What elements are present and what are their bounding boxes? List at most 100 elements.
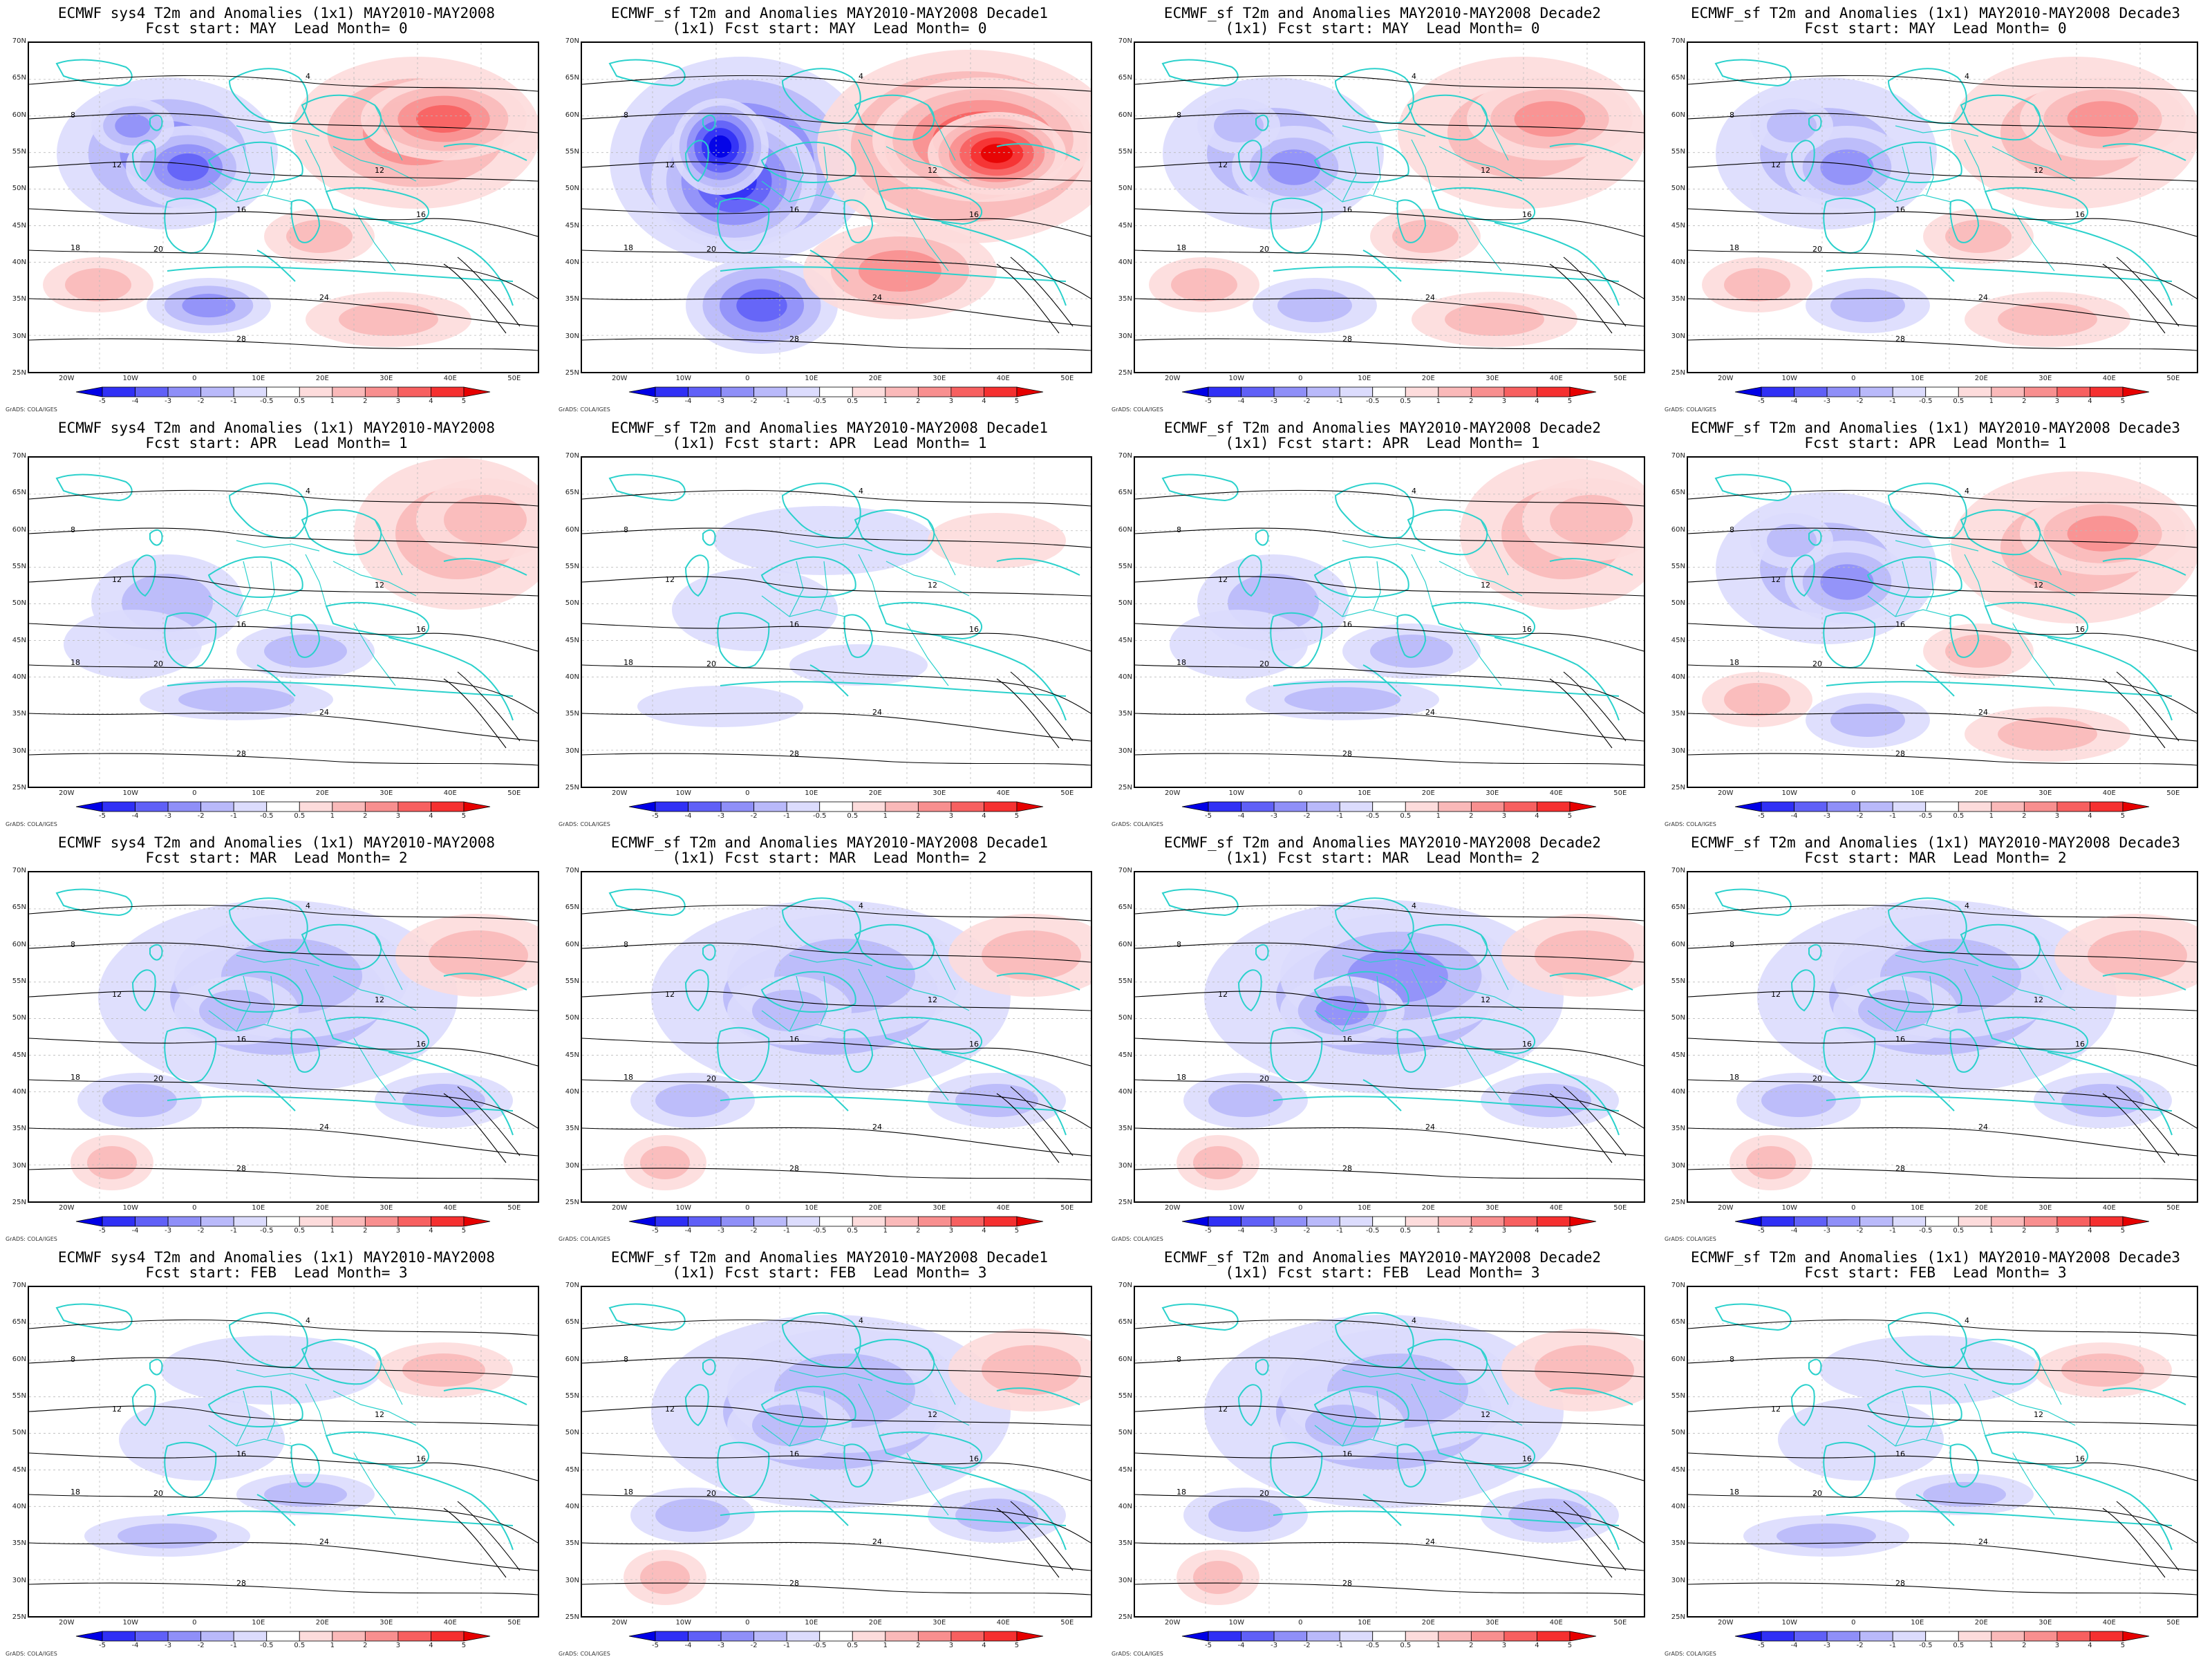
colorbar-tick-label: 4 xyxy=(982,812,986,820)
colorbar-segment xyxy=(1339,386,1374,397)
contour-label: 28 xyxy=(236,1579,246,1588)
latitude-label: 25N xyxy=(565,1199,579,1206)
colorbar-arrow-low xyxy=(1734,386,1762,397)
contour-label: 16 xyxy=(969,1454,979,1463)
longitude-label: 20W xyxy=(58,375,75,382)
country-borders xyxy=(1314,1349,1523,1516)
country-borders xyxy=(1867,104,2076,272)
contour-label: 18 xyxy=(1730,658,1739,667)
contour-label: 4 xyxy=(1412,72,1416,81)
colorbar-tick-label: -3 xyxy=(718,1642,725,1649)
colorbar-segment xyxy=(852,1216,886,1227)
colorbar-tick-label: -3 xyxy=(718,1227,725,1235)
colorbar-segment xyxy=(431,1216,465,1227)
colorbar-segment xyxy=(1372,1631,1406,1642)
colorbar-tick-label: 2 xyxy=(2022,397,2027,405)
contour-label: 28 xyxy=(236,749,246,758)
cold-anomaly-area xyxy=(182,293,236,318)
colorbar-tick-label: -5 xyxy=(99,397,106,405)
graticule xyxy=(1135,1287,1644,1616)
colorbar-tick-label: 4 xyxy=(2088,1227,2092,1235)
latitude-label: 55N xyxy=(1118,1392,1132,1400)
panel-title: ECMWF_sf T2m and Anomalies (1x1) MAY2010… xyxy=(1659,1250,2212,1280)
colorbar-arrow-low xyxy=(628,1631,656,1642)
contour-label: 24 xyxy=(1978,1537,1988,1546)
colorbar-tick-label: -3 xyxy=(718,397,725,405)
colorbar-tick-label: 1 xyxy=(883,397,888,405)
colorbar-segment xyxy=(852,801,886,812)
latitude-label: 35N xyxy=(1118,710,1132,718)
colorbar-segment xyxy=(1537,1631,1571,1642)
colorbar-tick-label: 5 xyxy=(1014,1642,1020,1649)
panel-title-line1: ECMWF_sf T2m and Anomalies MAY2010-MAY20… xyxy=(1163,834,1602,851)
colorbar-segment xyxy=(1761,801,1794,812)
contour-label: 24 xyxy=(1978,293,1988,302)
longitude-label: 10E xyxy=(252,789,265,797)
colorbar-tick-label: 4 xyxy=(1535,1642,1539,1649)
contour-label: 16 xyxy=(789,1035,799,1044)
longitude-label: 0 xyxy=(1851,1204,1856,1212)
colorbar-segment xyxy=(1925,1216,1959,1227)
latitude-label: 45N xyxy=(565,636,579,644)
latitude-label: 35N xyxy=(565,710,579,718)
contour-label: 18 xyxy=(624,1488,633,1497)
contour-label: 24 xyxy=(1425,1537,1435,1546)
longitude-label: 20W xyxy=(611,789,628,797)
contour-label: 4 xyxy=(859,72,863,81)
contour-label: 18 xyxy=(1730,243,1739,252)
contour-label: 28 xyxy=(1895,1579,1905,1588)
warm-anomaly-area xyxy=(1514,101,1586,137)
colorbar-tick-label: -0.5 xyxy=(259,1642,274,1649)
colorbar-tick-label: -4 xyxy=(1237,397,1245,405)
latitude-label: 40N xyxy=(1118,1088,1132,1096)
latitude-label: 60N xyxy=(12,525,26,534)
colorbar-tick-label: 1 xyxy=(883,1642,888,1649)
colorbar-segment xyxy=(2090,1216,2124,1227)
colorbar-tick-label: -0.5 xyxy=(1918,1642,1933,1649)
colorbar-tick-label: -3 xyxy=(165,1642,172,1649)
colorbar-tick-label: -5 xyxy=(1758,812,1765,820)
colorbar-segment xyxy=(1405,386,1439,397)
latitude-label: 70N xyxy=(1118,867,1132,874)
map-canvas: 4 8 12 12 16 16 18 20 24 28 xyxy=(1688,872,2197,1201)
contour-label: 18 xyxy=(1177,1073,1186,1082)
colorbar-segment xyxy=(167,386,202,397)
colorbar-tick-label: 2 xyxy=(1469,812,1474,820)
cold-anomaly-area xyxy=(1830,289,1905,322)
colorbar-tick-label: 2 xyxy=(363,812,368,820)
longitude-label: 20W xyxy=(1164,375,1181,382)
colorbar-tick-label: -3 xyxy=(1824,1227,1831,1235)
colorbar-tick-label: -3 xyxy=(165,812,172,820)
longitude-label: 50E xyxy=(507,1619,521,1627)
colorbar-arrow-low xyxy=(1181,1216,1209,1227)
anomaly-map: 4 8 12 12 16 16 18 20 24 28 xyxy=(581,456,1092,788)
panel-title-line2: Fcst start: MAR Lead Month= 2 xyxy=(1804,850,2067,866)
contour-label: 12 xyxy=(665,1405,675,1414)
colorbar-tick-label: -4 xyxy=(131,1642,139,1649)
contour-label: 28 xyxy=(1342,1164,1352,1173)
contour-label: 18 xyxy=(71,1073,80,1082)
colorbar-segment xyxy=(233,386,268,397)
contour-label: 12 xyxy=(375,995,384,1004)
latitude-label: 50N xyxy=(12,1014,26,1022)
longitude-label: 0 xyxy=(192,375,197,382)
colorbar-tick-label: 4 xyxy=(982,1642,986,1649)
latitude-label: 45N xyxy=(12,221,26,229)
warm-anomaly-area xyxy=(1392,220,1459,253)
longitude-label: 10E xyxy=(1358,1619,1371,1627)
latitude-label: 50N xyxy=(1671,185,1685,193)
latitude-label: 45N xyxy=(1118,1465,1132,1474)
colorbar-segment xyxy=(984,801,1018,812)
contour-label: 20 xyxy=(706,1489,716,1498)
contour-label: 18 xyxy=(1730,1073,1739,1082)
colorbar-segment xyxy=(2056,1216,2090,1227)
colorbar-tick-label: -2 xyxy=(1856,1642,1864,1649)
colorbar-segment xyxy=(2090,1631,2124,1642)
latitude-label: 40N xyxy=(565,259,579,266)
longitude-label: 0 xyxy=(1851,789,1856,797)
contour-label: 12 xyxy=(375,581,384,590)
colorbar-tick-label: -5 xyxy=(652,1227,659,1235)
colorbar-segment xyxy=(917,801,952,812)
latitude-label: 60N xyxy=(12,1355,26,1363)
latitude-label: 60N xyxy=(1118,1355,1132,1363)
